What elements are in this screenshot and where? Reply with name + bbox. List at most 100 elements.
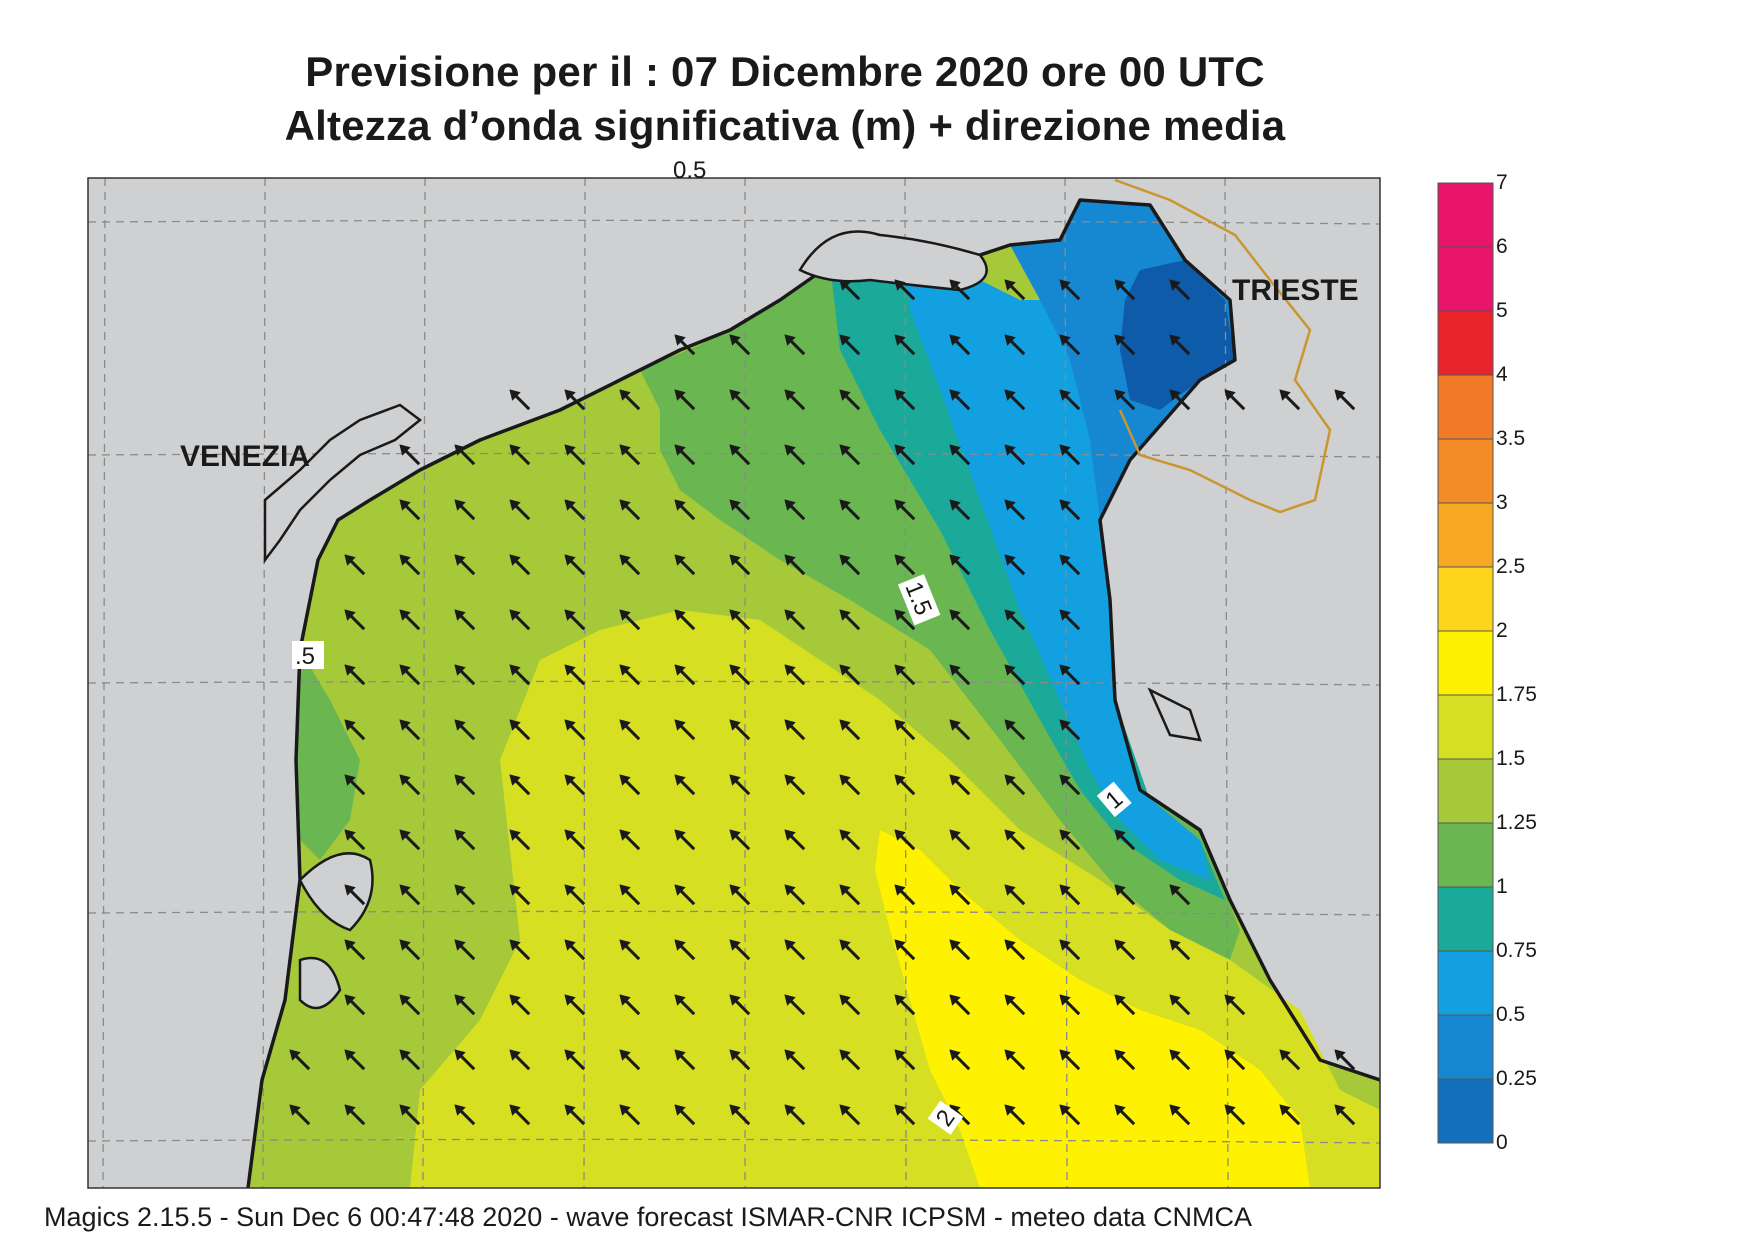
- wave-direction-arrow: [619, 994, 641, 1016]
- band-0.25: [1120, 260, 1235, 410]
- wave-direction-arrow: [619, 1104, 641, 1126]
- wave-direction-arrow: [1059, 664, 1081, 686]
- legend-label: 0.75: [1496, 939, 1537, 962]
- wave-direction-arrow: [839, 774, 861, 796]
- wave-direction-arrow: [289, 1049, 311, 1071]
- wave-direction-arrow: [1059, 939, 1081, 961]
- wave-direction-arrow: [509, 719, 531, 741]
- wave-direction-arrow: [729, 994, 751, 1016]
- wave-direction-arrow: [949, 499, 971, 521]
- wave-direction-arrow: [1059, 829, 1081, 851]
- wave-direction-arrow: [564, 1104, 586, 1126]
- wave-direction-arrow: [729, 939, 751, 961]
- wave-direction-arrow: [894, 829, 916, 851]
- band-1.25-west: [296, 650, 360, 860]
- wave-direction-arrow: [619, 664, 641, 686]
- wave-direction-arrow: [949, 444, 971, 466]
- wave-direction-arrow: [619, 389, 641, 411]
- title-line-1: Previsione per il : 07 Dicembre 2020 ore…: [305, 48, 1265, 95]
- wave-direction-arrow: [1004, 1049, 1026, 1071]
- wave-direction-arrow: [784, 389, 806, 411]
- wave-direction-arrow: [1059, 499, 1081, 521]
- wave-direction-arrow: [949, 279, 971, 301]
- wave-direction-arrow: [1169, 389, 1191, 411]
- wave-direction-arrow: [1059, 1049, 1081, 1071]
- wave-direction-arrow: [894, 334, 916, 356]
- wave-direction-arrow: [454, 1104, 476, 1126]
- wave-direction-arrow: [619, 444, 641, 466]
- wave-direction-arrow: [1114, 829, 1136, 851]
- wave-direction-arrow: [399, 664, 421, 686]
- wave-direction-arrow: [674, 389, 696, 411]
- wave-direction-arrow: [509, 1104, 531, 1126]
- contour-label-top: 0.5: [673, 157, 706, 184]
- wave-direction-arrow: [894, 499, 916, 521]
- wave-direction-arrow: [1114, 1104, 1136, 1126]
- wave-direction-arrow: [839, 994, 861, 1016]
- wave-direction-arrow: [564, 1049, 586, 1071]
- legend-label: 1.75: [1496, 683, 1537, 706]
- wave-direction-arrow: [674, 1104, 696, 1126]
- wave-direction-arrow: [839, 1104, 861, 1126]
- wave-direction-arrow: [784, 719, 806, 741]
- contour-label-0.5-west: .5: [292, 641, 324, 670]
- wave-direction-arrow: [619, 939, 641, 961]
- wave-direction-arrow: [399, 499, 421, 521]
- wave-direction-arrow: [1059, 389, 1081, 411]
- title-line-2: Altezza d’onda significativa (m) + direz…: [284, 102, 1286, 149]
- wave-direction-arrow: [1114, 939, 1136, 961]
- wave-direction-arrow: [1004, 884, 1026, 906]
- wave-direction-arrow: [344, 719, 366, 741]
- legend-label: 3.5: [1496, 427, 1526, 450]
- wave-direction-arrow: [1004, 994, 1026, 1016]
- legend-swatch: [1437, 374, 1494, 440]
- legend-label: 2: [1496, 619, 1508, 642]
- wave-direction-arrow: [1169, 334, 1191, 356]
- wave-direction-arrow: [729, 334, 751, 356]
- wave-direction-arrow: [894, 774, 916, 796]
- legend-label: 1: [1496, 875, 1508, 898]
- wave-direction-arrow: [399, 609, 421, 631]
- wave-direction-arrow: [1059, 609, 1081, 631]
- wave-direction-arrow: [949, 774, 971, 796]
- wave-direction-arrow: [454, 499, 476, 521]
- wave-direction-arrow: [564, 554, 586, 576]
- wave-direction-arrow: [1114, 279, 1136, 301]
- legend-label: 6: [1496, 235, 1508, 258]
- wave-direction-arrow: [399, 719, 421, 741]
- wave-direction-arrow: [564, 609, 586, 631]
- wave-direction-arrow: [949, 994, 971, 1016]
- wave-direction-arrow: [674, 719, 696, 741]
- legend-swatch: [1437, 758, 1494, 824]
- legend-label: 0: [1496, 1131, 1508, 1154]
- wave-direction-arrow: [1059, 719, 1081, 741]
- wave-direction-arrow: [949, 334, 971, 356]
- wave-direction-arrow: [674, 1049, 696, 1071]
- city-label-trieste: TRIESTE: [1232, 274, 1359, 307]
- legend-swatch: [1437, 950, 1494, 1016]
- wave-direction-arrow: [894, 884, 916, 906]
- wave-direction-arrow: [564, 719, 586, 741]
- wave-direction-arrow: [344, 994, 366, 1016]
- wave-direction-arrow: [399, 1049, 421, 1071]
- wave-direction-arrow: [729, 774, 751, 796]
- wave-direction-arrow: [949, 1049, 971, 1071]
- wave-direction-arrow: [839, 664, 861, 686]
- legend-label: 1.25: [1496, 811, 1537, 834]
- wave-direction-arrow: [949, 664, 971, 686]
- wave-direction-arrow: [839, 444, 861, 466]
- wave-direction-arrow: [839, 554, 861, 576]
- wave-direction-arrow: [1059, 1104, 1081, 1126]
- wave-direction-arrow: [1059, 774, 1081, 796]
- svg-text:.5: .5: [295, 643, 315, 670]
- wave-direction-arrow: [619, 499, 641, 521]
- wave-direction-arrow: [839, 609, 861, 631]
- legend-swatch: [1437, 438, 1494, 504]
- wave-direction-arrow: [454, 994, 476, 1016]
- wave-direction-arrow: [344, 1049, 366, 1071]
- wave-direction-arrow: [1059, 279, 1081, 301]
- wave-direction-arrow: [729, 884, 751, 906]
- wave-direction-arrow: [1004, 939, 1026, 961]
- wave-direction-arrow: [399, 884, 421, 906]
- wave-direction-arrow: [1004, 334, 1026, 356]
